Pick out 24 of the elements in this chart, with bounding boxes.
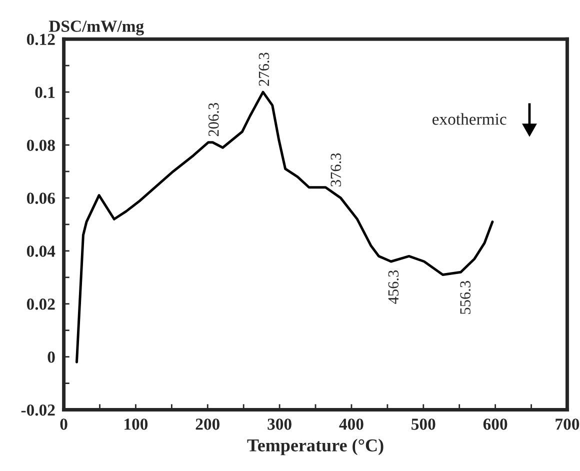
y-tick-label: 0.04	[26, 246, 56, 257]
annotation: 456.3	[388, 270, 399, 304]
annotation: 556.3	[460, 281, 471, 314]
x-tick-label: 700	[556, 418, 580, 430]
x-tick-label: 300	[268, 418, 292, 430]
y-axis-title: DSC/mW/mg	[48, 20, 144, 36]
x-tick-label: 200	[196, 418, 220, 430]
x-tick-label: 400	[339, 418, 364, 430]
x-tick-label: 0	[60, 418, 68, 430]
y-tick-label: 0.1	[35, 86, 55, 98]
y-tick-label: -0.02	[21, 404, 55, 416]
annotation: 206.3	[208, 103, 219, 136]
annotation: 376.3	[330, 153, 342, 186]
x-tick-label: 600	[483, 418, 508, 430]
y-tick-label: 0.12	[26, 34, 55, 46]
x-tick-label: 100	[124, 418, 148, 430]
annotation: 276.3	[258, 52, 270, 86]
y-tick-label: 0.08	[26, 140, 55, 152]
y-tick-label: 0.06	[26, 192, 55, 204]
y-tick-label: 0.02	[26, 298, 55, 310]
annotation: exothermic	[432, 113, 506, 125]
x-axis-title: Temperature (°C)	[247, 438, 384, 456]
y-tick-label: 0	[48, 352, 55, 363]
x-tick-label: 500	[412, 418, 436, 430]
